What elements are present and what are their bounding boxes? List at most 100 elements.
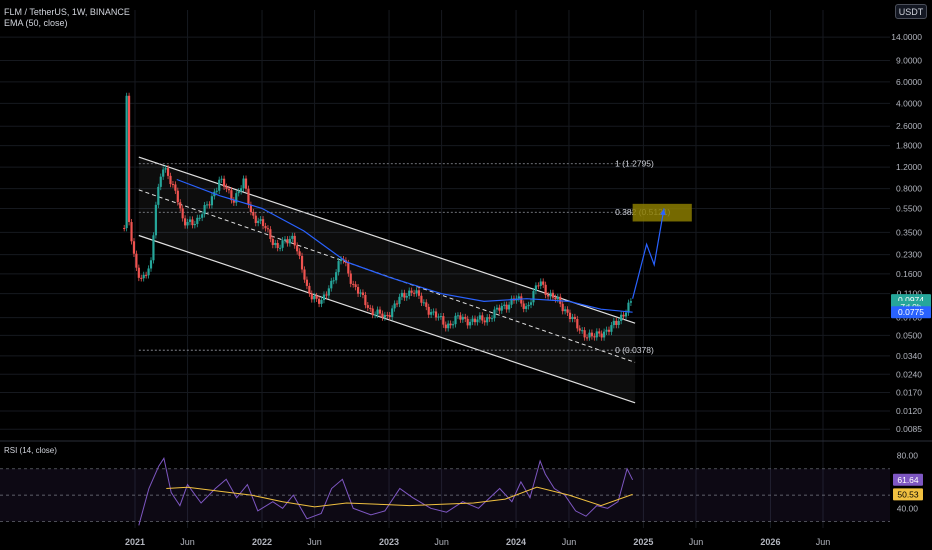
- candle-body: [176, 190, 179, 203]
- candle-body: [483, 320, 486, 323]
- candle-body: [617, 320, 620, 325]
- candle-body: [505, 304, 508, 310]
- candle-body: [564, 309, 567, 312]
- candle-body: [315, 295, 318, 299]
- candle-body: [417, 290, 421, 296]
- candle-body: [266, 228, 270, 230]
- candle-body: [242, 178, 245, 189]
- candle-body: [191, 219, 194, 226]
- candle-body: [500, 305, 503, 311]
- candle-body: [412, 292, 416, 294]
- candle-body: [461, 316, 464, 320]
- candle-body: [247, 188, 250, 205]
- candle-body: [308, 285, 311, 294]
- candle-body: [376, 309, 379, 315]
- y-tick-label: 0.3500: [896, 227, 922, 237]
- price-label: 0.0974: [898, 295, 924, 305]
- candle-body: [356, 287, 360, 294]
- candle-body: [157, 186, 160, 205]
- y-tick-label: 0.5500: [896, 203, 922, 213]
- candle-body: [490, 318, 494, 320]
- candle-body: [585, 337, 589, 339]
- candle-body: [288, 238, 291, 244]
- rsi-value-label: 50.53: [897, 489, 919, 499]
- candle-body: [405, 296, 408, 298]
- candle-body: [624, 312, 628, 317]
- candle-body: [612, 320, 615, 326]
- candle-body: [149, 260, 153, 269]
- candle-body: [571, 316, 574, 319]
- candle-body: [529, 302, 533, 305]
- candle-body: [179, 202, 182, 209]
- candle-body: [408, 290, 411, 297]
- candle-body: [313, 295, 316, 300]
- rsi-y-tick-label: 40.00: [897, 503, 919, 513]
- candle-body: [364, 294, 367, 306]
- candle-body: [300, 255, 304, 270]
- candle-body: [544, 284, 547, 295]
- candle-body: [274, 242, 277, 245]
- projection-arrowhead: [660, 208, 666, 216]
- rsi-y-tick-label: 80.00: [897, 451, 919, 461]
- candle-body: [581, 330, 584, 332]
- candle-body: [259, 219, 262, 221]
- candle-body: [132, 241, 136, 254]
- candle-body: [546, 294, 550, 297]
- candle-body: [162, 169, 165, 177]
- candle-body: [230, 190, 233, 201]
- projection-path: [632, 208, 665, 299]
- candle-body: [425, 302, 428, 307]
- candle-body: [184, 218, 187, 226]
- candle-body: [159, 176, 162, 187]
- candle-body: [629, 301, 633, 303]
- candle-body: [395, 303, 399, 305]
- candle-body: [508, 304, 511, 310]
- candle-body: [603, 331, 606, 338]
- rsi-ma-line: [166, 486, 633, 508]
- candle-body: [437, 316, 440, 318]
- candle-body: [627, 302, 630, 313]
- candle-body: [534, 285, 537, 292]
- candle-body: [205, 204, 209, 206]
- candle-body: [193, 223, 196, 226]
- candle-body: [486, 317, 489, 323]
- candle-body: [590, 332, 594, 337]
- candle-body: [473, 318, 477, 323]
- candle-body: [169, 175, 172, 185]
- candle-body: [605, 329, 608, 332]
- candle-body: [330, 280, 333, 289]
- candle-body: [454, 315, 457, 325]
- y-tick-label: 0.8000: [896, 184, 922, 194]
- candle-body: [478, 315, 481, 320]
- ema-line: [176, 178, 633, 313]
- candle-body: [140, 277, 143, 279]
- candle-body: [532, 291, 535, 303]
- candle-body: [215, 190, 218, 192]
- candle-body: [327, 288, 330, 296]
- candle-body: [471, 318, 474, 322]
- candle-body: [539, 281, 542, 286]
- candle-body: [430, 312, 433, 315]
- candle-body: [598, 331, 601, 334]
- candle-body: [286, 239, 289, 244]
- x-tick-label: 2023: [379, 537, 399, 547]
- y-tick-label: 2.6000: [896, 121, 922, 131]
- rsi-value-box: [893, 488, 923, 501]
- candle-body: [481, 315, 484, 321]
- candle-body: [279, 247, 282, 249]
- candle-body: [444, 324, 447, 329]
- candle-body: [203, 205, 206, 215]
- candle-body: [476, 319, 479, 323]
- x-tick-label: 2022: [252, 537, 272, 547]
- candle-body: [291, 235, 294, 239]
- candle-body: [244, 178, 248, 189]
- rsi-value-label: 61.64: [897, 475, 919, 485]
- candle-body: [391, 308, 394, 317]
- candle-body: [171, 184, 175, 186]
- candle-body: [283, 239, 287, 241]
- candle-body: [227, 188, 231, 191]
- candle-body: [349, 273, 352, 284]
- currency-button[interactable]: USDT: [895, 4, 927, 19]
- y-tick-label: 1.8000: [896, 141, 922, 151]
